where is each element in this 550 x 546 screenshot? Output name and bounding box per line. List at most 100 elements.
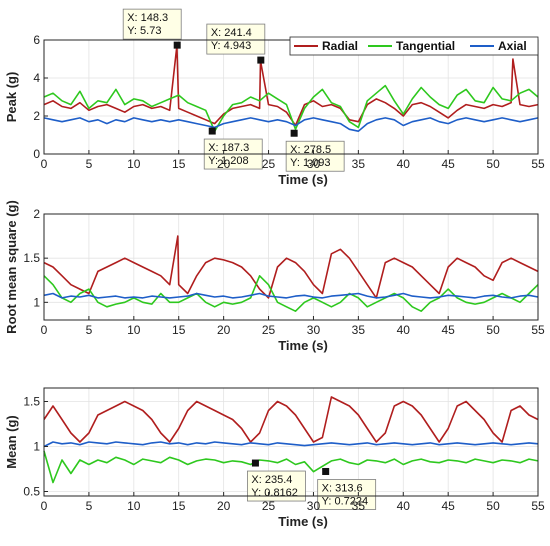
mean-y-tick-label: 0.5 bbox=[23, 485, 40, 499]
rms-x-tick-label: 35 bbox=[352, 323, 366, 337]
rms-series-axial-line bbox=[43, 292, 539, 299]
rms-series-radial-line bbox=[43, 235, 539, 299]
mean-x-ticks: 0 5 10 15 20 25 30 35 40 45 50 55 bbox=[41, 492, 545, 513]
rms-x-tick-label: 30 bbox=[307, 323, 321, 337]
peak-datatip-x-label: X: 241.4 bbox=[211, 27, 252, 39]
mean-y-axis-label: Mean (g) bbox=[4, 415, 19, 468]
peak-y-ticks: 0 2 4 6 bbox=[33, 33, 48, 161]
peak-series-axial-line bbox=[43, 117, 539, 132]
peak-x-tick-label: 15 bbox=[172, 157, 186, 171]
mean-datatip-y-label: Y: 0.8162 bbox=[251, 487, 298, 499]
peak-datatip-y-label: Y: 5.73 bbox=[127, 25, 161, 37]
mean-x-tick-label: 10 bbox=[127, 499, 141, 513]
mean-x-tick-label: 45 bbox=[442, 499, 456, 513]
rms-x-tick-label: 45 bbox=[442, 323, 456, 337]
peak-datatip-x-label: X: 278.5 bbox=[290, 144, 331, 156]
peak-y-tick-label: 2 bbox=[33, 109, 40, 123]
peak-x-tick-label: 30 bbox=[307, 157, 321, 171]
peak-datatip-marker bbox=[173, 41, 181, 49]
peak-series-group bbox=[43, 44, 539, 132]
peak-datatip-y-label: Y: 4.943 bbox=[211, 40, 251, 52]
mean-x-tick-label: 5 bbox=[86, 499, 93, 513]
rms-x-tick-label: 15 bbox=[172, 323, 186, 337]
mean-datatip-y-label: Y: 0.7224 bbox=[322, 495, 369, 507]
peak-datatip-y-label: Y: 1.093 bbox=[290, 157, 330, 169]
mean-y-tick-label: 1 bbox=[33, 440, 40, 454]
peak-datatip-marker bbox=[290, 129, 298, 137]
rms-x-tick-label: 55 bbox=[531, 323, 545, 337]
peak-datatip-box bbox=[206, 23, 266, 55]
mean-x-tick-label: 15 bbox=[172, 499, 186, 513]
mean-datatip-x-label: X: 313.6 bbox=[322, 482, 363, 494]
peak-datatip-box bbox=[285, 140, 345, 172]
mean-series-group bbox=[43, 396, 539, 484]
peak-y-tick-label: 4 bbox=[33, 71, 40, 85]
peak-x-tick-label: 0 bbox=[41, 157, 48, 171]
mean-x-tick-label: 20 bbox=[217, 499, 231, 513]
peak-y-tick-label: 6 bbox=[33, 33, 40, 47]
peak-x-tick-label: 45 bbox=[442, 157, 456, 171]
legend-label-axial: Axial bbox=[498, 39, 527, 53]
mean-x-tick-label: 30 bbox=[307, 499, 321, 513]
rms-y-tick-label: 1.5 bbox=[23, 251, 40, 265]
legend: Radial Tangential Axial bbox=[289, 36, 539, 56]
rms-y-tick-label: 2 bbox=[33, 207, 40, 221]
rms-y-tick-label: 1 bbox=[33, 295, 40, 309]
mean-x-axis-label: Time (s) bbox=[278, 514, 328, 529]
peak-series-radial-line bbox=[43, 44, 539, 127]
peak-datatip-box bbox=[122, 8, 182, 40]
peak-y-axis-label: Peak (g) bbox=[4, 72, 19, 123]
peak-datatip-y-label: Y: 1.208 bbox=[208, 155, 248, 167]
mean-x-tick-label: 25 bbox=[262, 499, 276, 513]
legend-label-tangential: Tangential bbox=[396, 39, 455, 53]
rms-x-ticks: 0 5 10 15 20 25 30 35 40 45 50 55 bbox=[41, 316, 545, 337]
rms-series-group bbox=[43, 235, 539, 313]
rms-panel: 0 5 10 15 20 25 30 35 40 45 50 55 11.52 Time (s) Ro… bbox=[4, 200, 545, 353]
mean-panel: X: 235.4Y: 0.8162 X: 313.6Y: 0.7224 0 5 10 1… bbox=[4, 387, 545, 529]
rms-x-tick-label: 50 bbox=[486, 323, 500, 337]
mean-x-tick-label: 35 bbox=[352, 499, 366, 513]
peak-x-tick-label: 50 bbox=[486, 157, 500, 171]
peak-datatip-marker bbox=[208, 127, 216, 135]
rms-x-tick-label: 5 bbox=[86, 323, 93, 337]
rms-x-tick-label: 10 bbox=[127, 323, 141, 337]
rms-y-axis-label: Root mean square (g) bbox=[4, 200, 19, 334]
mean-x-tick-label: 55 bbox=[531, 499, 545, 513]
peak-y-tick-label: 0 bbox=[33, 147, 40, 161]
peak-x-tick-label: 10 bbox=[127, 157, 141, 171]
peak-x-ticks: 0 5 10 15 20 25 30 35 40 45 50 55 bbox=[41, 150, 545, 171]
peak-x-tick-label: 55 bbox=[531, 157, 545, 171]
mean-datatip-marker bbox=[251, 459, 259, 467]
mean-series-radial-line bbox=[43, 396, 539, 443]
legend-box bbox=[289, 36, 539, 56]
peak-x-tick-label: 25 bbox=[262, 157, 276, 171]
peak-x-tick-label: 20 bbox=[217, 157, 231, 171]
mean-axes-frame bbox=[43, 387, 539, 497]
mean-x-tick-label: 0 bbox=[41, 499, 48, 513]
rms-y-ticks: 11.52 bbox=[23, 207, 48, 309]
peak-x-tick-label: 5 bbox=[86, 157, 93, 171]
mean-series-tangential-line bbox=[43, 450, 539, 484]
rms-axes-frame bbox=[43, 213, 539, 321]
peak-datatip-x-label: X: 148.3 bbox=[127, 12, 168, 24]
mean-datatip-box bbox=[317, 479, 377, 510]
rms-x-tick-label: 40 bbox=[397, 323, 411, 337]
mean-y-tick-label: 1.5 bbox=[23, 395, 40, 409]
mean-x-tick-label: 40 bbox=[397, 499, 411, 513]
peak-plot-area bbox=[44, 40, 538, 154]
mean-x-tick-label: 50 bbox=[486, 499, 500, 513]
rms-x-axis-label: Time (s) bbox=[278, 338, 328, 353]
rms-x-tick-label: 20 bbox=[217, 323, 231, 337]
mean-y-ticks: 0.5 1 1.5 bbox=[23, 395, 48, 499]
peak-series-tangential-line bbox=[43, 84, 539, 132]
mean-series-axial-line bbox=[43, 441, 539, 448]
rms-x-tick-label: 0 bbox=[41, 323, 48, 337]
peak-x-tick-label: 35 bbox=[352, 157, 366, 171]
rms-x-tick-label: 25 bbox=[262, 323, 276, 337]
peak-x-tick-label: 40 bbox=[397, 157, 411, 171]
peak-x-axis-label: Time (s) bbox=[278, 172, 328, 187]
peak-datatip-x-label: X: 187.3 bbox=[208, 142, 249, 154]
